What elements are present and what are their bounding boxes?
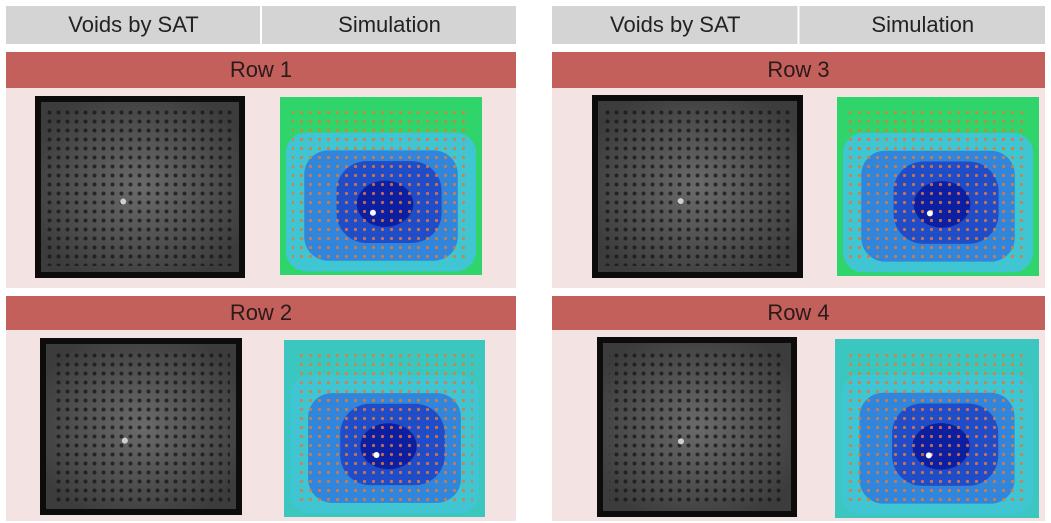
sim-dots xyxy=(849,109,1027,264)
sim-dots xyxy=(292,109,470,263)
sat-image xyxy=(592,95,803,278)
sim-hotspot xyxy=(927,210,933,216)
simulation-image xyxy=(284,340,485,517)
sat-spot xyxy=(678,438,684,444)
sat-image xyxy=(40,338,242,515)
simulation-image xyxy=(280,97,482,275)
simulation-image xyxy=(835,339,1039,518)
column-header: Voids by SAT xyxy=(68,12,198,37)
sim-hotspot xyxy=(373,452,379,458)
sat-spot xyxy=(678,198,684,204)
figure-canvas: Voids by SAT Simulation Row 1 Row 2 Voids by… xyxy=(0,0,1051,523)
sat-voids xyxy=(609,349,785,505)
column-header: Simulation xyxy=(338,12,441,37)
row-label: Row 4 xyxy=(767,300,829,325)
sim-hotspot xyxy=(926,452,932,458)
row-label: Row 2 xyxy=(230,300,292,325)
row-label: Row 3 xyxy=(767,57,829,82)
sat-voids xyxy=(604,107,791,266)
figure: Voids by SAT Simulation Row 1 Row 2 Voids by… xyxy=(0,0,1051,523)
row-label: Row 1 xyxy=(230,57,292,82)
sat-voids xyxy=(52,350,230,503)
sim-dots xyxy=(847,351,1027,506)
column-header: Simulation xyxy=(871,12,974,37)
column-header: Voids by SAT xyxy=(610,12,740,37)
simulation-image xyxy=(837,97,1039,276)
sat-spot xyxy=(122,438,128,444)
sat-spot xyxy=(120,199,126,205)
sat-voids xyxy=(47,108,233,266)
sat-image xyxy=(597,337,797,517)
sim-hotspot xyxy=(370,210,376,216)
sat-image xyxy=(35,96,245,278)
sim-dots xyxy=(296,352,473,505)
